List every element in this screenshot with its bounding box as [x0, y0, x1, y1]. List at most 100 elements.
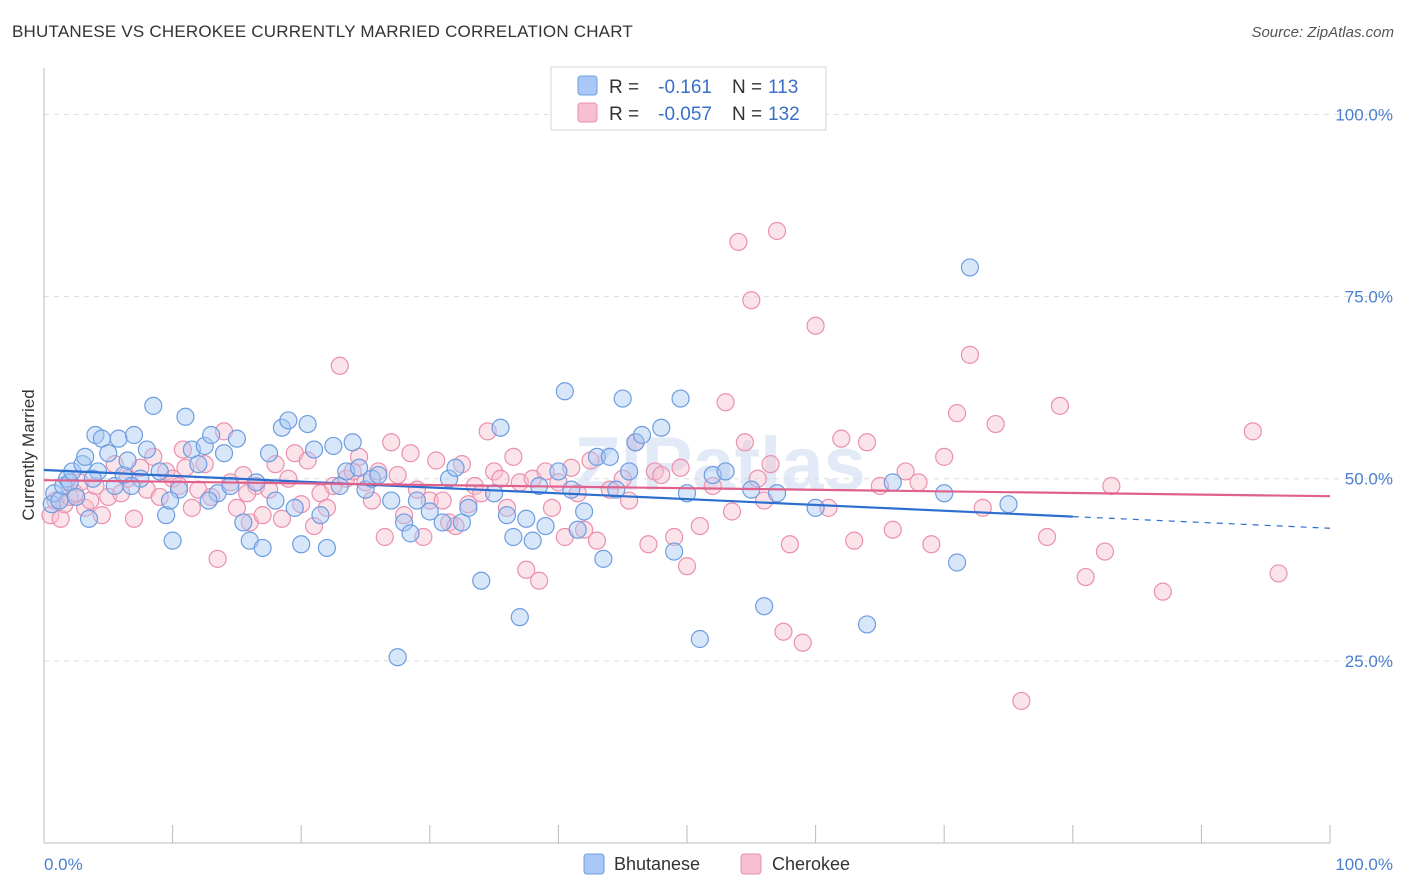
- cherokee-trend-line: [43, 479, 1331, 498]
- cherokee-point: [542, 498, 562, 517]
- cherokee-point: [1095, 542, 1115, 561]
- cherokee-point: [504, 447, 523, 466]
- cherokee-point: [279, 469, 298, 488]
- cherokee-point: [330, 356, 349, 375]
- cherokee-point: [819, 498, 838, 517]
- bhutanese-point: [324, 436, 343, 456]
- cherokee-point: [735, 433, 754, 452]
- bhutanese-point: [349, 458, 369, 477]
- bhutanese-point: [472, 571, 491, 590]
- bottom-label-cherokee: Cherokee: [772, 854, 850, 874]
- cherokee-point: [304, 516, 324, 536]
- correlation-legend: R = -0.161 N = 113 R = -0.057 N = 132: [550, 66, 827, 131]
- bhutanese-point: [122, 476, 141, 496]
- cherokee-point: [51, 509, 70, 528]
- y-tick-50: 50.0%: [1345, 470, 1393, 489]
- bhutanese-point: [109, 429, 128, 448]
- bhutanese-point: [311, 506, 330, 525]
- y-tick-75: 75.0%: [1345, 288, 1393, 307]
- bhutanese-trend-extension: [1072, 516, 1331, 529]
- bhutanese-point: [279, 411, 298, 430]
- bhutanese-point: [857, 615, 877, 634]
- cherokee-point: [575, 520, 594, 539]
- cherokee-point: [427, 451, 446, 470]
- bhutanese-point: [304, 440, 324, 459]
- cherokee-point: [665, 527, 684, 547]
- bhutanese-point: [536, 516, 555, 536]
- legend-n-value-2: 132: [768, 104, 800, 125]
- cherokee-point: [774, 622, 793, 641]
- legend-n-label-1: N =: [732, 77, 762, 98]
- cherokee-point: [690, 516, 709, 536]
- cherokee-point: [485, 462, 504, 481]
- series-legend: Bhutanese Cherokee: [583, 853, 850, 875]
- bhutanese-point: [594, 549, 613, 568]
- bhutanese-point: [76, 447, 95, 466]
- bhutanese-point: [575, 502, 594, 521]
- bhutanese-point: [407, 491, 427, 510]
- bhutanese-point: [517, 509, 536, 528]
- bhutanese-point: [491, 418, 510, 437]
- cherokee-point: [742, 291, 761, 310]
- cherokee-point: [1102, 476, 1121, 496]
- legend-swatch-cherokee: [577, 102, 598, 123]
- legend-r-value-1: -0.161: [658, 77, 712, 98]
- bhutanese-point: [999, 495, 1018, 514]
- trend-lines: [43, 468, 1331, 529]
- bhutanese-point: [259, 444, 279, 463]
- cherokee-point: [780, 535, 799, 554]
- cherokee-point: [195, 455, 214, 474]
- bhutanese-point: [144, 396, 163, 415]
- bhutanese-trend-line: [43, 468, 1073, 518]
- bhutanese-point: [632, 425, 652, 445]
- chart-source: Source: ZipAtlas.com: [1251, 24, 1394, 41]
- bhutanese-point: [292, 535, 311, 554]
- cherokee-point: [298, 451, 317, 470]
- bhutanese-point: [150, 462, 169, 481]
- bhutanese-point: [510, 608, 529, 627]
- cherokee-point: [382, 433, 401, 452]
- legend-r-label-2: R =: [609, 104, 639, 125]
- cherokee-point: [806, 316, 825, 335]
- bottom-swatch-bhutanese: [583, 853, 605, 875]
- bottom-swatch-cherokee: [740, 853, 762, 875]
- bhutanese-point: [420, 502, 439, 521]
- bhutanese-point: [947, 553, 967, 572]
- bhutanese-point: [79, 509, 99, 528]
- legend-r-label-1: R =: [609, 77, 639, 98]
- cherokee-point: [671, 458, 690, 477]
- cherokee-point: [600, 480, 619, 499]
- bhutanese-point: [665, 542, 684, 561]
- cherokee-point: [677, 557, 697, 576]
- cherokee-point: [793, 633, 812, 652]
- cherokee-point: [922, 535, 941, 554]
- bhutanese-point: [497, 506, 517, 525]
- bhutanese-point: [716, 462, 735, 481]
- cherokee-point: [935, 447, 954, 466]
- bhutanese-point: [214, 444, 234, 463]
- bhutanese-point: [163, 531, 182, 550]
- y-tick-labels: 25.0% 50.0% 75.0% 100.0%: [1335, 105, 1393, 670]
- bhutanese-point: [298, 414, 317, 434]
- cherokee-point: [857, 433, 877, 452]
- bhutanese-point: [504, 527, 523, 547]
- cherokee-point: [1050, 396, 1070, 415]
- bhutanese-point: [195, 436, 214, 456]
- bhutanese-point: [433, 513, 452, 532]
- bhutanese-point: [221, 476, 240, 496]
- cherokee-point: [253, 506, 272, 525]
- cherokee-point: [1243, 422, 1262, 441]
- cherokee-point: [960, 345, 980, 364]
- bhutanese-point: [202, 425, 221, 445]
- cherokee-point: [1269, 564, 1288, 583]
- axes: [43, 68, 1331, 844]
- bhutanese-point: [935, 484, 954, 503]
- bhutanese-point: [523, 531, 542, 550]
- legend-n-value-1: 113: [768, 77, 798, 98]
- bhutanese-point: [317, 538, 337, 558]
- cherokee-point: [883, 520, 902, 539]
- cherokee-point: [587, 531, 607, 550]
- bhutanese-point: [485, 484, 504, 503]
- cherokee-point: [375, 527, 394, 547]
- y-tick-100: 100.0%: [1335, 105, 1393, 124]
